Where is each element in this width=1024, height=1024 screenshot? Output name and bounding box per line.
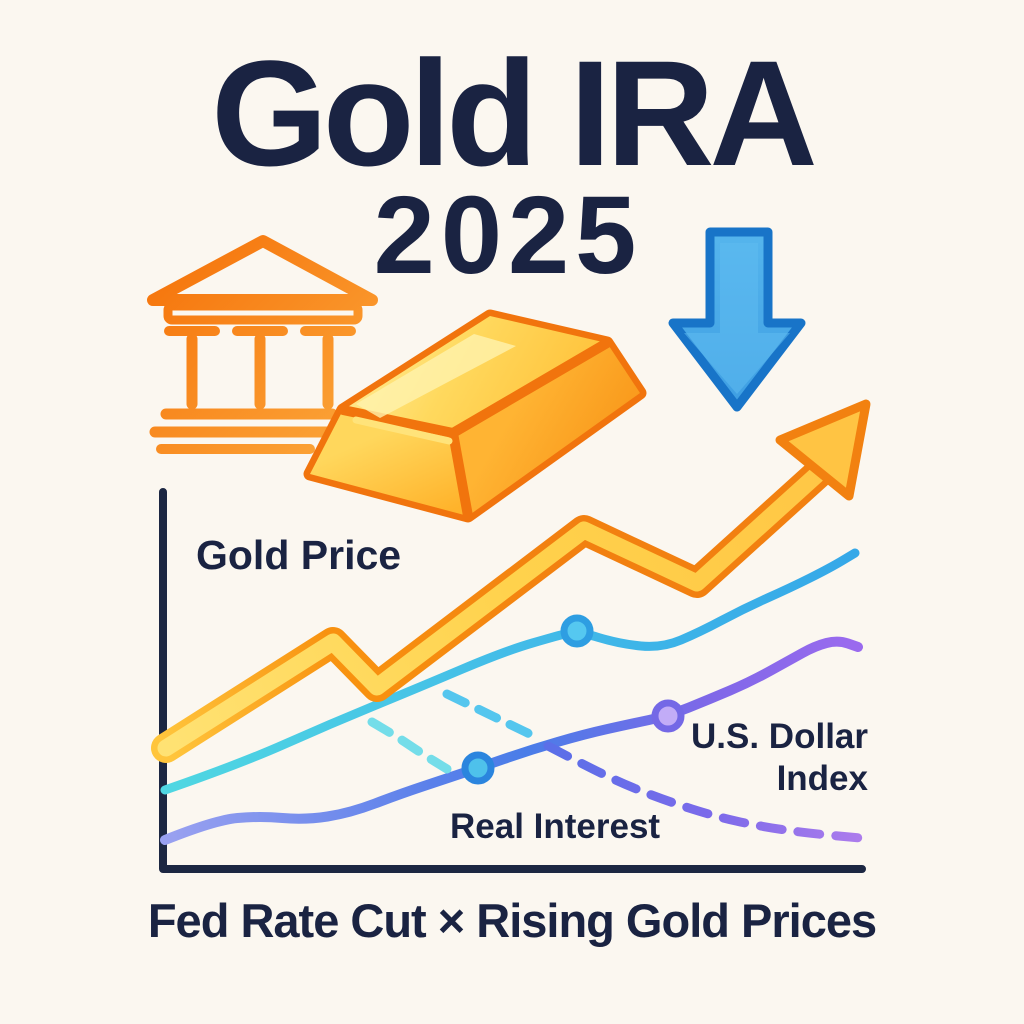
bank-icon	[147, 235, 378, 454]
gold-price-line	[151, 455, 837, 763]
data-point-marker	[560, 614, 594, 648]
data-point-marker	[461, 751, 495, 785]
gold-bar-icon	[303, 309, 647, 523]
gold-uptrend-arrowhead	[775, 399, 871, 501]
gold-price-line	[157, 461, 831, 757]
dashed-teal-segment-b	[442, 689, 545, 744]
chart-axes	[159, 488, 866, 873]
down-arrow-icon	[668, 227, 806, 412]
page-year: 2025	[373, 174, 643, 297]
trend-chart	[151, 399, 871, 873]
dashed-teal-segment-a	[367, 717, 452, 774]
data-point-marker	[651, 699, 685, 733]
dashed-decline-line	[543, 741, 865, 843]
real-interest-label: Real Interest	[450, 807, 661, 846]
page-caption: Fed Rate Cut × Rising Gold Prices	[147, 894, 877, 947]
gold-price-label: Gold Price	[196, 532, 402, 578]
page-title: Gold IRA	[211, 29, 818, 197]
dollar-index-label: U.S. Dollar Index	[691, 717, 868, 798]
dollar-index-line	[160, 636, 863, 845]
